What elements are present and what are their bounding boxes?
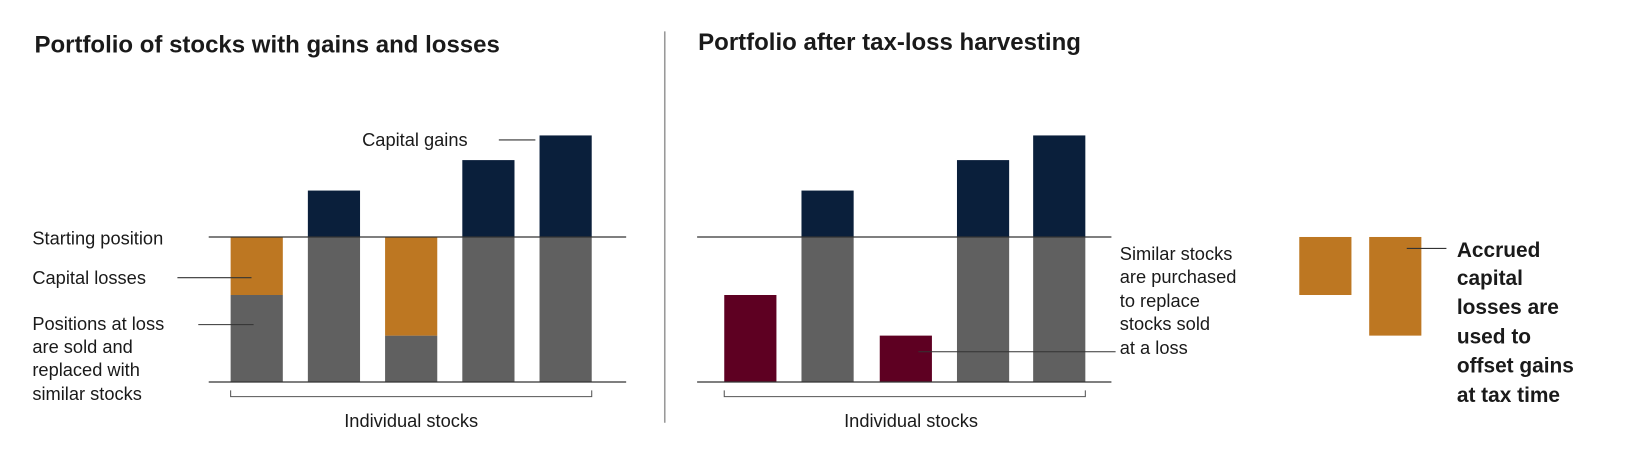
capital-losses-label: Capital losses [32,267,146,288]
positions-at-loss-line3: replaced with [32,359,140,380]
accrued-line1: Accrued [1457,239,1540,262]
starting-position-label: Starting position [32,227,163,248]
left-title: Portfolio of stocks with gains and losse… [34,31,499,58]
stock-bar-4-gain [462,160,515,237]
right-bars [724,135,1086,383]
positions-at-loss-line1: Positions at loss [32,313,164,334]
accrued-line2: capital [1457,267,1523,290]
accrued-loss-bar-1 [1299,236,1352,296]
stock-bar-3-replaced [879,335,932,383]
stock-bar-2-gain [307,190,361,237]
capital-gains-label: Capital gains [362,129,468,150]
similar-stocks-line5: at a loss [1120,337,1188,358]
stock-bar-5-position [1033,236,1086,383]
left-bracket [230,390,593,398]
stock-bar-5-gain [1033,135,1086,237]
stock-bar-2-gain [801,190,854,237]
stock-bar-3-position [385,335,438,383]
stock-bar-4-position [956,236,1010,383]
similar-stocks-line3: to replace [1120,290,1200,311]
right-x-axis-label: Individual stocks [844,410,978,431]
left-bars [230,135,592,383]
accrued-line3: losses are [1457,296,1559,319]
accrued-line6: at tax time [1457,384,1560,407]
positions-at-loss-line2: are sold and [32,336,132,357]
stock-bar-1-loss [230,236,283,296]
stock-bar-1-position [230,295,283,383]
similar-stocks-line4: stocks sold [1120,313,1210,334]
right-title: Portfolio after tax-loss harvesting [698,29,1081,56]
accrued-line5: offset gains [1457,355,1574,378]
stock-bar-1-replaced [724,295,777,383]
accrued-loss-bar-2 [1369,236,1422,336]
right-bracket [723,390,1086,398]
stock-bar-2-position [801,236,854,383]
accrued-line4: used to [1457,325,1531,348]
left-x-axis-label: Individual stocks [344,410,478,431]
stock-bar-4-position [462,236,515,383]
similar-stocks-line1: Similar stocks [1120,243,1233,264]
positions-at-loss-line4: similar stocks [32,383,142,404]
stock-bar-2-position [307,236,361,383]
stock-bar-5-position [539,236,592,383]
accrued-losses [1299,236,1422,336]
stock-bar-5-gain [539,135,592,237]
similar-stocks-line2: are purchased [1120,266,1237,287]
stock-bar-3-loss [385,236,438,336]
stock-bar-4-gain [956,160,1010,237]
